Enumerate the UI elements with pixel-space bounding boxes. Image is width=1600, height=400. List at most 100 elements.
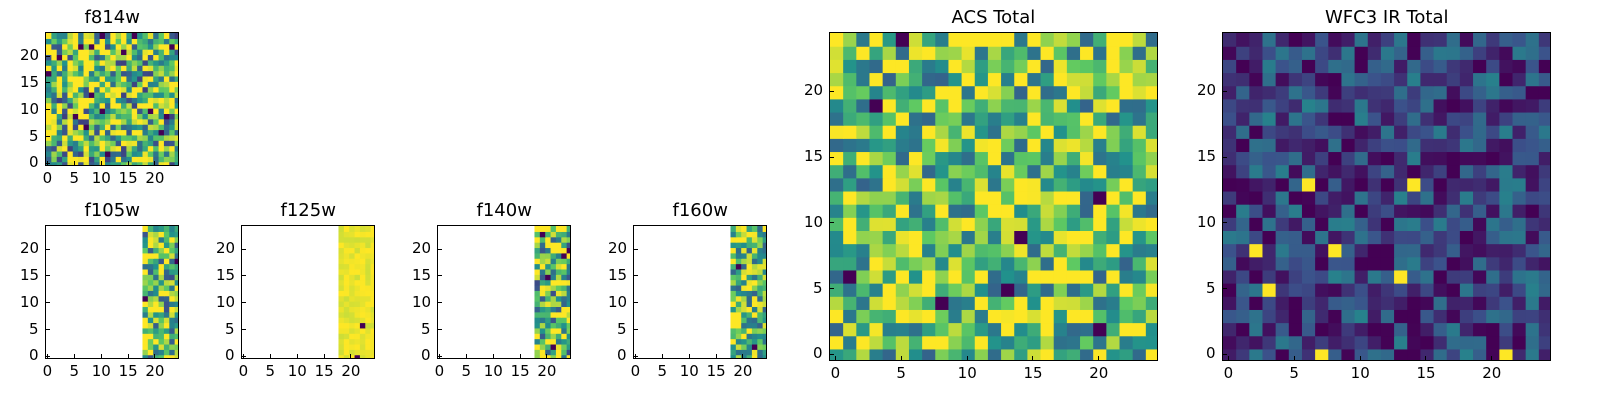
heatmap-cell (1394, 33, 1408, 47)
heatmap-cell (1486, 72, 1500, 87)
x-tick-label: 0 (830, 364, 841, 382)
y-tick-label: 20 (608, 239, 628, 258)
heatmap-cell (1014, 296, 1028, 310)
heatmap-cell (121, 59, 127, 66)
x-tick-label: 5 (461, 362, 472, 380)
heatmap-cell (359, 327, 366, 334)
heatmap-cell (1119, 85, 1134, 100)
heatmap-cell (561, 327, 568, 334)
heatmap-cell (1407, 98, 1421, 113)
heatmap-cell (1066, 98, 1081, 113)
heatmap-cell (1407, 256, 1421, 271)
heatmap-cell (88, 43, 95, 50)
heatmap-cell (757, 343, 764, 350)
heatmap-cell (1001, 256, 1015, 271)
heatmap-cell (545, 258, 552, 265)
heatmap-cell (1236, 322, 1250, 337)
heatmap-cell (1080, 177, 1094, 192)
heatmap-cell (349, 333, 356, 340)
heatmap-cell (730, 327, 737, 334)
heatmap-cell (1001, 98, 1015, 113)
heatmap-cell (153, 327, 160, 334)
heatmap-cell (561, 322, 568, 329)
heatmap-cell (856, 322, 871, 337)
heatmap-cell (1001, 85, 1015, 100)
heatmap-cell (1119, 296, 1134, 310)
heatmap-cell (895, 125, 910, 139)
plot-area (633, 225, 767, 359)
heatmap-cell (131, 161, 138, 165)
heatmap-cell (158, 279, 165, 286)
heatmap-cell (349, 354, 356, 358)
heatmap-cell (56, 97, 63, 104)
heatmap-cell (534, 242, 541, 249)
heatmap-cell (1486, 256, 1500, 271)
heatmap-cell (1236, 46, 1250, 60)
heatmap-cell (534, 327, 541, 334)
heatmap-cell (908, 322, 923, 337)
heatmap-cell (882, 269, 897, 284)
heatmap-cell (1433, 335, 1448, 350)
heatmap-cell (147, 140, 154, 147)
heatmap-cell (147, 236, 154, 243)
heatmap-cell (1407, 190, 1421, 205)
heatmap-cell (1407, 217, 1421, 231)
heatmap-cell (869, 335, 884, 350)
heatmap-cell (169, 145, 176, 152)
heatmap-cell (908, 217, 923, 231)
heatmap-cell (1236, 217, 1250, 231)
heatmap-cell (354, 322, 361, 329)
heatmap-cell (908, 151, 923, 166)
heatmap-cell (1119, 269, 1134, 284)
heatmap-cell (1512, 335, 1527, 350)
heatmap-cell (948, 72, 963, 87)
heatmap-cell (142, 301, 149, 307)
heatmap-cell (88, 49, 95, 56)
heatmap-cell (948, 46, 963, 60)
heatmap-cell (62, 86, 69, 93)
heatmap-cell (99, 33, 106, 39)
heatmap-cell (830, 309, 844, 324)
heatmap-cell (67, 75, 74, 82)
heatmap-cell (1315, 230, 1329, 245)
heatmap-cell (561, 301, 568, 307)
heatmap-cell (338, 306, 345, 313)
heatmap-cell (83, 81, 90, 88)
heatmap-cell (94, 108, 101, 114)
heatmap-cell (104, 65, 111, 72)
heatmap-cell (131, 54, 138, 61)
heatmap-cell (762, 226, 766, 232)
heatmap-cell (948, 217, 963, 231)
heatmap-cell (158, 108, 165, 114)
heatmap-cell (163, 290, 170, 297)
heatmap-cell (51, 118, 58, 125)
heatmap-cell (83, 102, 90, 109)
heatmap-cell (349, 274, 356, 281)
heatmap-cell (1066, 125, 1081, 139)
heatmap-cell (762, 301, 766, 307)
heatmap-cell (1446, 98, 1461, 113)
heatmap-cell (94, 129, 101, 136)
heatmap-cell (908, 230, 923, 245)
heatmap-cell (72, 97, 79, 104)
heatmap-cell (365, 231, 372, 238)
heatmap-cell (163, 118, 170, 125)
heatmap-cell (1512, 125, 1527, 139)
heatmap-cell (142, 268, 149, 275)
heatmap-cell (365, 284, 372, 291)
heatmap-cell (730, 306, 737, 313)
plot-area (829, 32, 1158, 361)
heatmap-cell (539, 306, 546, 313)
heatmap-cell (561, 236, 568, 243)
heatmap-cell (1053, 283, 1068, 297)
y-tick-mark (45, 329, 50, 331)
heatmap-cell (1407, 164, 1421, 179)
heatmap-cell (1262, 230, 1277, 245)
heatmap-cell (370, 247, 374, 254)
heatmap-cell (1093, 283, 1107, 297)
heatmap-cell (142, 75, 149, 82)
heatmap-cell (948, 204, 963, 218)
heatmap-cell (935, 230, 950, 245)
heatmap-cell (1446, 348, 1461, 360)
heatmap-cell (169, 70, 176, 77)
